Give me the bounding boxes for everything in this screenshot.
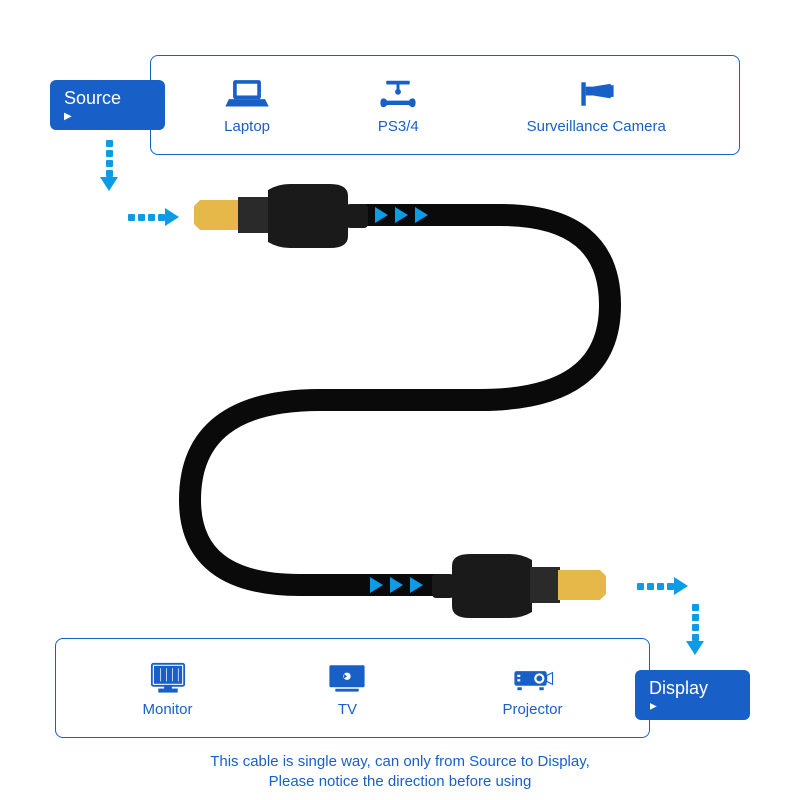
footer-note: This cable is single way, can only from … [0,752,800,793]
ps-icon [376,76,420,112]
flow-arrow-top-3 [415,207,428,223]
flow-arrow-top-2 [395,207,408,223]
footer-line1: This cable is single way, can only from … [0,752,800,772]
arrow-display-right [637,577,688,595]
device-ps: PS3/4 [376,76,420,135]
device-laptop-label: Laptop [224,118,270,135]
arrow-source-right [128,208,179,226]
display-devices-panel: Monitor TV Projector [55,638,650,738]
source-box: Source ▶ [50,80,165,130]
display-label: Display [649,678,750,699]
device-tv: TV [325,659,369,718]
source-devices-panel: Laptop PS3/4 Surveillance Camera [150,55,740,155]
device-tv-label: TV [338,701,357,718]
monitor-icon [146,659,190,695]
display-tri-icon: ▶ [649,701,750,712]
device-laptop: Laptop [224,76,270,135]
flow-arrow-top-1 [375,207,388,223]
projector-icon [510,659,554,695]
device-ps-label: PS3/4 [378,118,419,135]
arrow-source-down [100,140,118,191]
display-box: Display ▶ [635,670,750,720]
device-camera: Surveillance Camera [527,76,666,135]
device-projector-label: Projector [502,701,562,718]
flow-arrow-bot-2 [390,577,403,593]
arrow-display-down [686,604,704,655]
device-camera-label: Surveillance Camera [527,118,666,135]
device-monitor: Monitor [142,659,192,718]
flow-arrow-bot-1 [370,577,383,593]
diagram-container: Source ▶ Laptop PS3/4 [0,0,800,800]
laptop-icon [225,76,269,112]
footer-line2: Please notice the direction before using [0,772,800,792]
camera-icon [574,76,618,112]
tv-icon [325,659,369,695]
device-projector: Projector [502,659,562,718]
device-monitor-label: Monitor [142,701,192,718]
flow-arrow-bot-3 [410,577,423,593]
